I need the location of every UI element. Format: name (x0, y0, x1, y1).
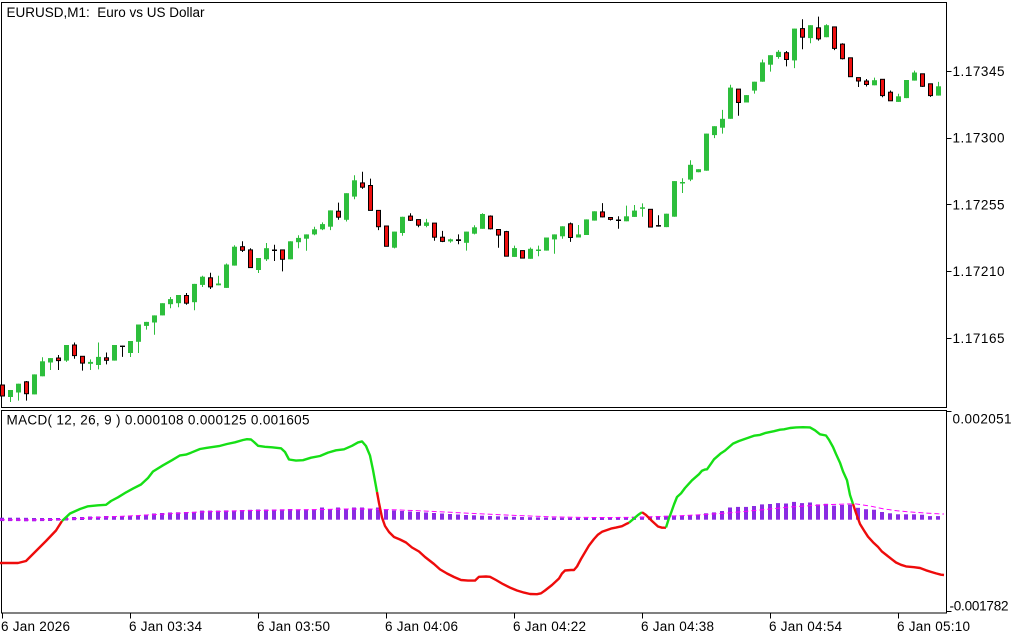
svg-text:6 Jan 04:06: 6 Jan 04:06 (385, 619, 458, 634)
svg-text:EURUSD,M1: Euro vs US Dollar: EURUSD,M1: Euro vs US Dollar (7, 5, 206, 20)
svg-text:6 Jan 03:50: 6 Jan 03:50 (257, 619, 330, 634)
svg-text:6 Jan 04:54: 6 Jan 04:54 (769, 619, 842, 634)
svg-text:1.17165: 1.17165 (953, 331, 1005, 346)
svg-text:6 Jan 04:22: 6 Jan 04:22 (513, 619, 586, 634)
svg-text:-0.001782: -0.001782 (950, 599, 1009, 614)
svg-text:1.17300: 1.17300 (953, 131, 1005, 146)
svg-text:1.17210: 1.17210 (953, 264, 1005, 279)
svg-text:6 Jan 05:10: 6 Jan 05:10 (897, 619, 970, 634)
svg-text:6 Jan 04:38: 6 Jan 04:38 (641, 619, 714, 634)
svg-text:1.17345: 1.17345 (953, 64, 1005, 79)
svg-text:0.002051: 0.002051 (953, 411, 1012, 426)
svg-text:1.17255: 1.17255 (953, 197, 1005, 212)
svg-text:MACD( 12, 26, 9 ) 0.000108 0.0: MACD( 12, 26, 9 ) 0.000108 0.000125 0.00… (7, 412, 310, 427)
svg-text:6 Jan 2026: 6 Jan 2026 (1, 619, 70, 634)
svg-text:6 Jan 03:34: 6 Jan 03:34 (129, 619, 202, 634)
